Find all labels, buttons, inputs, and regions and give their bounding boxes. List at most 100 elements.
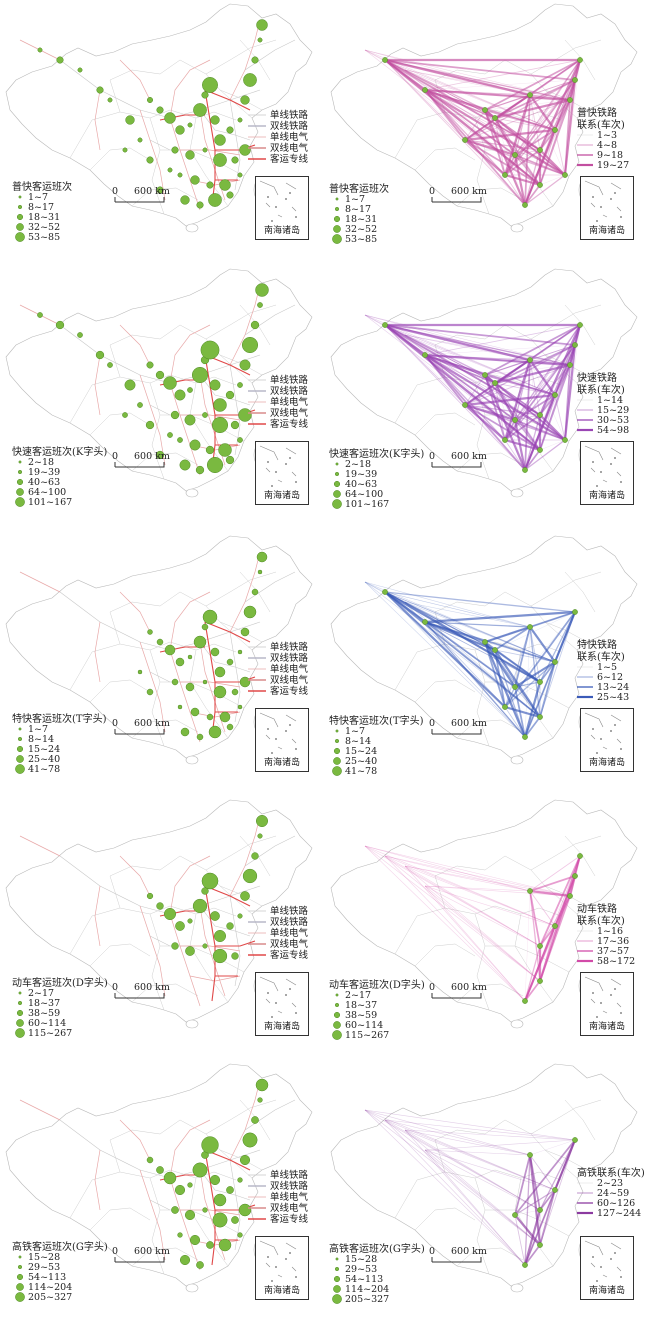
od-link: [384, 591, 506, 708]
rail-line: [19, 39, 61, 61]
province-border: [530, 571, 602, 607]
od-link: [539, 1189, 556, 1246]
od-link: [539, 661, 556, 683]
station-node: [238, 408, 252, 422]
province-border: [456, 983, 524, 1003]
rail-line: [169, 324, 211, 384]
station-node: [237, 437, 243, 443]
scale-bar: 0 600 km: [429, 1246, 509, 1266]
legend-circle-symbol: [16, 1273, 24, 1281]
station-node: [192, 1162, 208, 1178]
link-legend-swatch: [577, 686, 593, 688]
station-node: [572, 342, 578, 348]
station-node: [202, 609, 218, 625]
od-link: [464, 404, 506, 441]
od-link: [404, 601, 541, 683]
scale-bar: 0 600 km: [429, 451, 509, 471]
south-china-sea-inset: 南海诸岛: [255, 441, 309, 505]
service-legend-class: 29~53: [345, 1264, 378, 1275]
legend-circle-symbol: [333, 1011, 341, 1019]
station-node: [382, 322, 388, 328]
station-node: [230, 420, 240, 430]
province-border: [205, 1099, 277, 1135]
service-legend-class: 114~204: [345, 1284, 390, 1295]
province-border: [564, 39, 596, 81]
od-link: [464, 139, 506, 176]
rail-line: [169, 913, 201, 1007]
scale-bar: 0 600 km: [112, 186, 192, 206]
inset-label: 南海诸岛: [588, 226, 625, 236]
od-link: [424, 89, 541, 186]
province-border: [544, 885, 588, 907]
province-border: [219, 621, 263, 643]
od-link: [484, 109, 516, 156]
service-legend-class: 60~114: [345, 1020, 384, 1031]
od-link: [513, 154, 527, 206]
station-node: [155, 450, 165, 460]
od-link: [514, 611, 576, 688]
station-node: [492, 647, 498, 653]
station-node: [171, 1206, 179, 1214]
service-legend-class: 15~24: [28, 744, 61, 755]
scale-bar-line: [431, 993, 482, 999]
link-legend-class: 2~23: [597, 1178, 624, 1189]
station-node: [163, 376, 177, 390]
rail-line: [149, 671, 171, 683]
od-link: [364, 49, 541, 151]
rail-legend-swatch: [248, 136, 266, 138]
rail-legend-swatch: [248, 1174, 266, 1176]
south-china-sea-inset: 南海诸岛: [255, 708, 309, 772]
od-link: [404, 1129, 526, 1266]
station-node: [190, 707, 200, 717]
link-legend-class: 54~98: [597, 425, 630, 436]
od-link: [514, 1189, 556, 1216]
link-map-panel: 普快铁路 联系(车次) 1~3 4~8 9~18 19~27 普快客运班次 1~7 8~17 18…: [325, 0, 645, 262]
od-link: [404, 69, 556, 131]
link-legend-class: 58~172: [597, 956, 636, 967]
province-border: [494, 905, 562, 917]
scale-zero-label: 0: [429, 982, 436, 993]
province-border: [544, 1149, 588, 1171]
province-border: [189, 117, 229, 207]
rail-legend-label: 单线电气: [270, 664, 309, 675]
rail-legend-swatch: [248, 423, 266, 425]
rail-legend-label: 双线电气: [270, 1203, 309, 1214]
od-link: [384, 855, 541, 947]
od-link: [494, 79, 576, 119]
station-node: [422, 619, 428, 625]
od-link-network: [364, 845, 583, 1004]
station-node: [552, 659, 558, 665]
od-link: [529, 611, 576, 628]
link-legend-class: 60~126: [597, 1198, 636, 1209]
service-legend-title: 高铁客运班次(G字头): [329, 1244, 425, 1255]
province-border: [149, 913, 165, 1011]
od-link: [464, 393, 556, 407]
od-link: [364, 845, 571, 897]
od-link: [384, 323, 531, 362]
od-link-network: [364, 314, 583, 473]
station-node: [226, 723, 234, 731]
inset-label: 南海诸岛: [263, 1286, 300, 1296]
province-border: [474, 649, 490, 747]
legend-circle-symbol: [334, 738, 340, 744]
scale-zero-label: 0: [429, 451, 436, 462]
od-link: [424, 88, 486, 112]
od-link: [539, 611, 576, 718]
od-link: [404, 1129, 531, 1156]
station-node: [202, 679, 208, 685]
rail-legend-label: 单线电气: [270, 132, 309, 143]
rail-legend-label: 客运专线: [270, 950, 309, 961]
rail-legend-label: 双线铁路: [270, 917, 309, 928]
od-link: [384, 324, 486, 376]
station-node: [242, 868, 258, 884]
service-legend-class: 2~18: [345, 459, 372, 470]
od-link: [424, 354, 506, 441]
station-node: [240, 95, 250, 105]
rail-line: [229, 895, 241, 987]
od-link: [364, 49, 541, 186]
station-node: [147, 97, 153, 103]
od-link: [384, 855, 556, 927]
od-link: [384, 324, 556, 396]
station-node: [482, 639, 488, 645]
od-link: [364, 49, 571, 101]
